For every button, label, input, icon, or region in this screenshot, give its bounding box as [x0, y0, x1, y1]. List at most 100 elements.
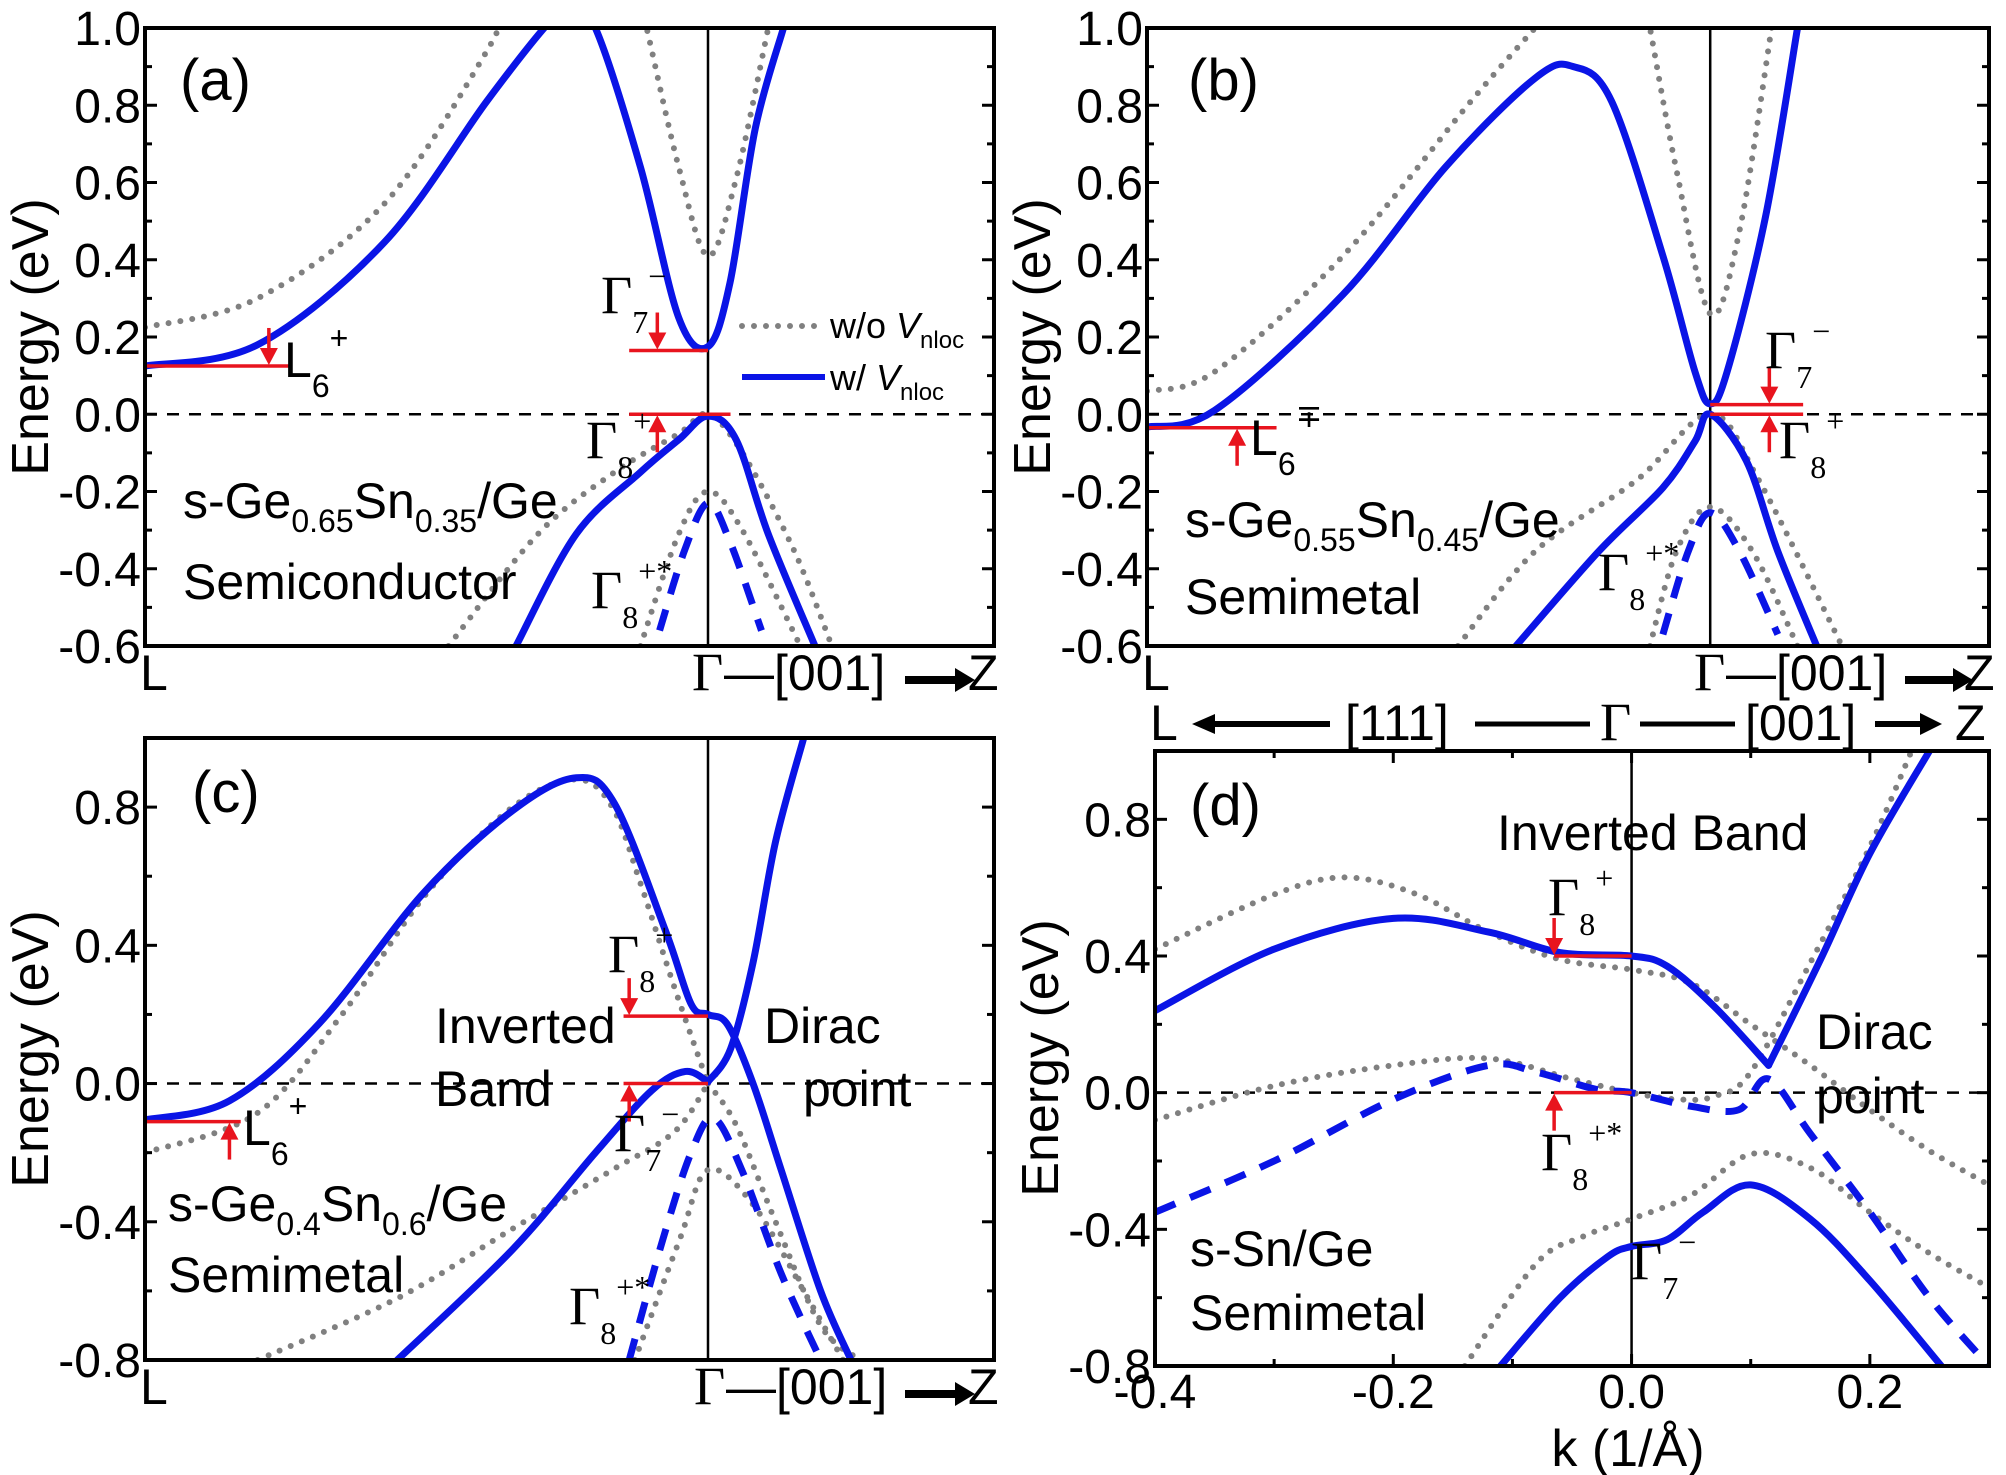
kpath-Z: Z [1955, 695, 1986, 751]
y-tick-label: 0.0 [74, 1059, 141, 1112]
panel-b: 1.0 0.8 0.6 0.4 0.2 0.0 -0.2 -0.4 -0.6 [1060, 3, 1991, 674]
y-axis-label-d: Energy (eV) [1012, 919, 1070, 1196]
x-tick-label: -0.2 [1352, 1366, 1435, 1419]
label-gamma8star-a: Γ8+* [591, 553, 672, 635]
panel-label-b: (b) [1188, 48, 1259, 113]
band-curve-dotted [704, 1080, 864, 1360]
label-gamma8star-b: Γ8+* [1598, 535, 1679, 617]
band-curve-solid [145, 28, 787, 370]
kpoint-L-a: L [140, 645, 168, 701]
y-tick-label: 0.8 [74, 80, 141, 133]
legend-with-vnloc: w/ Vnloc [829, 357, 944, 406]
arrow-right-icon [905, 1382, 975, 1406]
y-tick-label: -0.4 [58, 1197, 141, 1250]
x-tick-label: 0.0 [1598, 1366, 1665, 1419]
band-curve-solid [1512, 410, 1821, 646]
arrow-down-icon [648, 332, 667, 350]
plot-frame [143, 736, 996, 1362]
band-curve-dotted [1461, 1149, 1989, 1366]
band-curve-dashed [1659, 509, 1781, 636]
band-curve-dotted [254, 1080, 711, 1360]
y-tick-label: 0.4 [1076, 235, 1143, 288]
label-L6-b: L6∓ [1250, 398, 1322, 482]
plot-area [1155, 751, 1989, 1366]
band-curve-dotted [445, 410, 835, 646]
material-label-b: s-Ge0.55Sn0.45/Ge [1185, 492, 1560, 558]
x-axis-label-d: k (1/Å) [1551, 1420, 1704, 1475]
y-tick-label: 0.8 [1076, 80, 1143, 133]
band-curve-solid [1765, 751, 1933, 1069]
panel-c: 0.8 0.4 0.0 -0.4 -0.8 [58, 736, 996, 1388]
band-curve-dashed [625, 1114, 824, 1360]
kpath-header-d: L [111] Γ [001] Z [1150, 692, 1986, 752]
plot-area [145, 28, 994, 646]
band-curve-solid [1497, 1181, 1945, 1366]
label-gamma7-c: Γ7− [614, 1096, 679, 1178]
panel-label-a: (a) [180, 48, 251, 113]
arrow-right-icon [1875, 713, 1942, 735]
label-gamma8-b: Γ8+ [1779, 403, 1844, 485]
x-tick-label: -0.4 [1114, 1366, 1197, 1419]
kpath-111: [111] [1345, 695, 1449, 751]
y-tick-label: -0.4 [1068, 1204, 1151, 1257]
label-gamma8-a: Γ8+ [586, 403, 651, 485]
note-inverted-c: Inverted [435, 998, 616, 1054]
direction-001-c: —[001] [726, 1359, 887, 1415]
kpoint-L-b: L [1142, 645, 1170, 701]
kpoint-gamma-a: Γ [692, 642, 723, 702]
y-axis-label-b: Energy (eV) [1004, 198, 1062, 475]
label-L6-a: L6+ [284, 320, 348, 404]
y-tick-label: 0.6 [74, 158, 141, 211]
panel-a: 1.0 0.8 0.6 0.4 0.2 0.0 -0.2 -0.4 -0.6 [58, 3, 996, 674]
kpoint-Z-a: Z [968, 645, 999, 701]
phase-label-b: Semimetal [1185, 569, 1421, 625]
label-L6-c: L6+ [243, 1088, 307, 1172]
y-tick-label: -0.4 [1060, 544, 1143, 597]
note-dirac-d: Dirac [1816, 1004, 1933, 1060]
kpath-L: L [1150, 695, 1178, 751]
note-band-c: Band [435, 1061, 552, 1117]
kpoint-gamma-c: Γ [694, 1356, 725, 1416]
note-inverted-band-d: Inverted Band [1497, 805, 1808, 861]
y-tick-label: 0.2 [74, 312, 141, 365]
kpoint-gamma-b: Γ [1694, 642, 1725, 702]
y-tick-label: -0.6 [1060, 621, 1143, 674]
plot-area [145, 738, 994, 1360]
note-dirac-c: Dirac [764, 998, 881, 1054]
y-tick-label: 1.0 [1076, 3, 1143, 56]
plot-frame [1153, 749, 1991, 1368]
label-gamma7-d: Γ7− [1631, 1224, 1696, 1306]
y-tick-label: 0.0 [1076, 389, 1143, 442]
y-tick-label: -0.2 [1060, 467, 1143, 520]
material-label-d: s-Sn/Ge [1190, 1221, 1373, 1277]
y-tick-label: 0.0 [1084, 1068, 1151, 1121]
kpoint-L-c: L [140, 1359, 168, 1415]
y-tick-label: 0.4 [1084, 931, 1151, 984]
band-curve-solid [1155, 914, 1773, 1069]
direction-001-b: —[001] [1726, 645, 1887, 701]
label-gamma8star-d: Γ8+* [1541, 1115, 1622, 1197]
arrow-right-icon [1905, 668, 1973, 692]
panel-label-c: (c) [192, 760, 260, 825]
plot-frame [1145, 26, 1991, 648]
arrow-down-icon [1760, 386, 1779, 404]
y-tick-label: -0.8 [58, 1335, 141, 1388]
plot-area [1147, 28, 1989, 646]
label-gamma8-c: Γ8+ [608, 917, 673, 999]
kpoint-Z-b: Z [1964, 645, 1995, 701]
phase-label-d: Semimetal [1190, 1285, 1426, 1341]
arrow-left-icon [1192, 714, 1330, 734]
y-tick-label: 0.2 [1076, 312, 1143, 365]
label-gamma7-b: Γ7− [1765, 313, 1830, 395]
kpath-001: [001] [1745, 695, 1856, 751]
y-tick-label: 1.0 [74, 3, 141, 56]
y-tick-label: 0.4 [74, 235, 141, 288]
legend-without-vnloc: w/o Vnloc [829, 305, 964, 354]
band-curve-dotted [1155, 874, 1989, 1188]
direction-001-a: —[001] [724, 645, 885, 701]
y-axis-label-c: Energy (eV) [2, 910, 60, 1187]
arrow-up-icon [1228, 428, 1247, 446]
label-gamma8-d: Γ8+ [1548, 860, 1613, 942]
material-label-a: s-Ge0.65Sn0.35/Ge [183, 473, 558, 539]
